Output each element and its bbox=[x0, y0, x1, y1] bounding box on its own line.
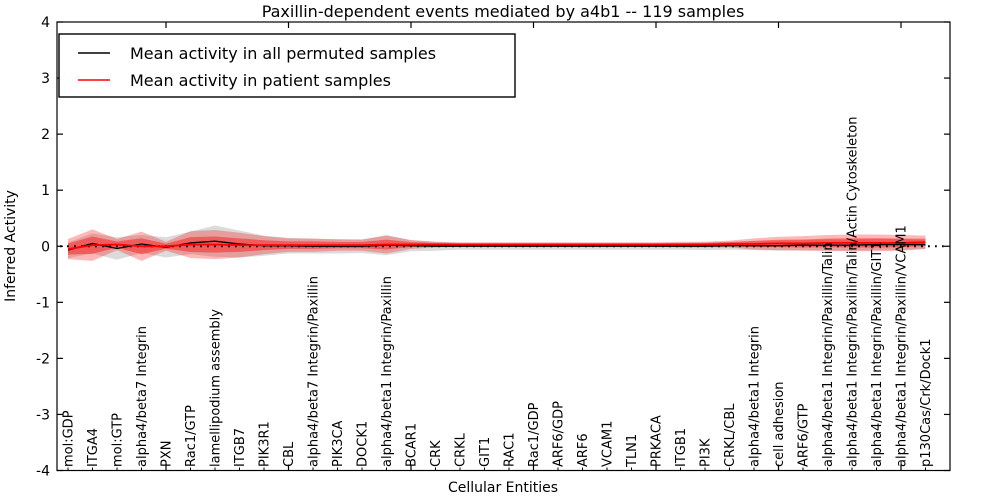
patient-mean-line bbox=[67, 241, 926, 250]
x-tick-label: cell adhesion bbox=[772, 381, 787, 467]
patient-band-inner bbox=[68, 236, 926, 255]
x-tick-label: ARF6 bbox=[576, 433, 591, 467]
x-tick-label: PIK3CA bbox=[331, 420, 346, 467]
x-tick-label: TLN1 bbox=[625, 434, 640, 468]
x-tick-label: PI3K bbox=[699, 438, 714, 467]
x-axis-label: Cellular Entities bbox=[448, 480, 558, 496]
legend-label-permuted: Mean activity in all permuted samples bbox=[130, 44, 436, 63]
x-tick-label: ARF6/GDP bbox=[552, 401, 567, 467]
x-tick-label: PIK3R1 bbox=[258, 421, 273, 467]
chart-title: Paxillin-dependent events mediated by a4… bbox=[262, 2, 745, 21]
plot-frame bbox=[56, 21, 951, 472]
y-tick-label: 4 bbox=[41, 15, 50, 31]
y-tick-label: 1 bbox=[41, 183, 50, 199]
x-tick-label: PRKACA bbox=[650, 415, 665, 467]
x-tick-label: alpha4/beta1 Integrin bbox=[748, 326, 763, 467]
legend-label-patient: Mean activity in patient samples bbox=[130, 71, 391, 90]
x-tick-label: CBL bbox=[282, 441, 297, 467]
x-tick-label: ITGB1 bbox=[674, 428, 689, 467]
x-tick-label: CRK bbox=[429, 440, 444, 467]
x-tick-label: p130Cas/Crk/Dock1 bbox=[919, 338, 934, 467]
x-tick-label: alpha4/beta1 Integrin/Paxillin/VCAM1 bbox=[895, 225, 910, 467]
permuted-band bbox=[68, 225, 926, 260]
x-tick-label: mol:GTP bbox=[111, 413, 126, 467]
y-tick-label: 2 bbox=[41, 127, 50, 143]
x-tick-label: lamellipodium assembly bbox=[209, 309, 224, 467]
x-tick-label: alpha4/beta7 Integrin/Paxillin bbox=[307, 276, 322, 467]
x-tick-label: ITGA4 bbox=[86, 428, 101, 467]
series-lines bbox=[67, 240, 926, 251]
x-tick-label: GIT1 bbox=[478, 437, 493, 467]
x-tick-label: CRKL bbox=[454, 432, 469, 467]
y-tick-label: 0 bbox=[41, 239, 50, 255]
x-tick-label: ARF6/GTP bbox=[797, 403, 812, 467]
x-tick-label: alpha4/beta7 Integrin bbox=[135, 326, 150, 467]
x-tick-label: alpha4/beta1 Integrin/Paxillin/Talin bbox=[821, 242, 836, 467]
x-tick-label: Rac1/GTP bbox=[184, 405, 199, 467]
y-tick-label: 3 bbox=[41, 71, 50, 87]
x-tick-labels: mol:GDP ITGA4 mol:GTP alpha4/beta7 Integrin… bbox=[62, 117, 935, 468]
y-tick-labels: 4 3 2 1 0 -1 -2 -3 -4 bbox=[36, 15, 50, 480]
permuted-mean-line bbox=[67, 240, 926, 251]
y-tick-label: -1 bbox=[36, 295, 50, 311]
y-tick-label: -2 bbox=[36, 351, 50, 367]
x-tick-label: BCAR1 bbox=[405, 423, 420, 467]
x-tick-label: PXN bbox=[160, 441, 175, 467]
x-tick-label: alpha4/beta1 Integrin/Paxillin/GIT1 bbox=[870, 241, 885, 467]
x-tick-label: DOCK1 bbox=[356, 421, 371, 467]
y-axis-label: Inferred Activity bbox=[3, 190, 19, 302]
x-tick-label: Rac1/GDP bbox=[527, 402, 542, 467]
x-tick-label: RAC1 bbox=[503, 432, 518, 467]
x-tick-label: mol:GDP bbox=[62, 410, 77, 467]
y-tick-label: -4 bbox=[36, 464, 50, 480]
x-tick-label: VCAM1 bbox=[601, 421, 616, 467]
x-tick-label: CRKL/CBL bbox=[723, 403, 738, 467]
legend-box bbox=[58, 33, 516, 98]
x-tick-label: ITGB7 bbox=[233, 428, 248, 467]
x-tick-label: alpha4/beta1 Integrin/Paxillin bbox=[380, 276, 395, 467]
legend: Mean activity in all permuted samples Me… bbox=[58, 33, 516, 98]
y-tick-label: -3 bbox=[36, 407, 50, 423]
x-tick-label: alpha4/beta1 Integrin/Paxillin/Talin/Act… bbox=[846, 117, 861, 467]
